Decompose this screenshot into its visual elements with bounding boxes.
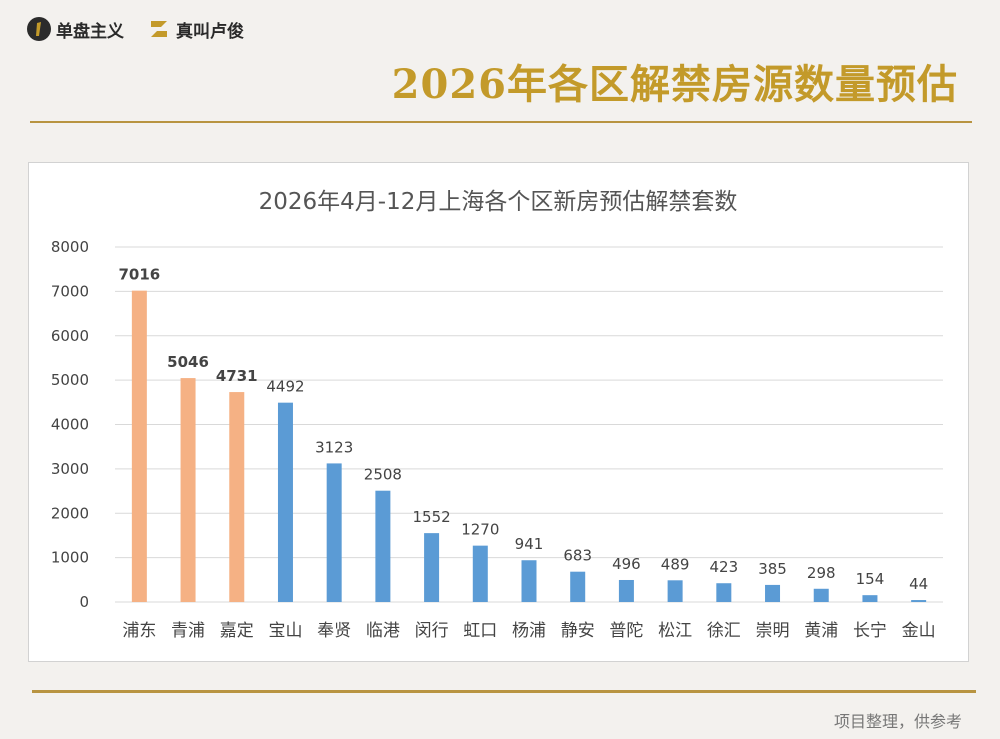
bar-5 <box>326 463 342 602</box>
y-tick-label: 6000 <box>51 327 89 345</box>
x-tick-label: 宝山 <box>268 621 302 641</box>
x-tick-label: 静安 <box>561 621 595 641</box>
x-tick-label: 松江 <box>658 621 692 641</box>
y-tick-label: 8000 <box>51 238 89 256</box>
data-label: 7016 <box>118 266 160 284</box>
data-label: 385 <box>758 560 787 578</box>
bar-10 <box>570 571 586 602</box>
x-tick-label: 金山 <box>902 621 936 641</box>
data-label: 941 <box>515 535 544 553</box>
x-tick-label: 普陀 <box>609 621 643 641</box>
bar-chart: 0 1000 2000 3000 4000 5000 6000 7000 8000 7016 浦东 5… <box>51 189 943 641</box>
brand-primary-logo-icon <box>27 17 51 41</box>
data-label: 2508 <box>364 466 402 484</box>
x-tick-label: 闵行 <box>415 621 449 641</box>
x-tick-label: 杨浦 <box>512 621 546 641</box>
bar-6 <box>375 490 391 602</box>
bar-11 <box>618 579 634 602</box>
bar-layer <box>131 290 927 602</box>
data-label: 44 <box>909 575 928 593</box>
bar-17 <box>911 600 927 602</box>
y-tick-label: 2000 <box>51 504 89 522</box>
data-label: 496 <box>612 555 641 573</box>
brand-primary-label: 单盘主义 <box>56 21 124 42</box>
bar-12 <box>667 580 683 602</box>
footer-note: 项目整理，供参考 <box>833 712 962 731</box>
y-tick-label: 7000 <box>51 282 89 300</box>
x-tick-label: 青浦 <box>171 621 205 641</box>
data-label: 4492 <box>266 378 304 396</box>
brand-secondary-label: 真叫卢俊 <box>176 21 244 42</box>
label-layer: 0 1000 2000 3000 4000 5000 6000 7000 8000 7016 浦东 5… <box>51 238 936 641</box>
brand-bar: 单盘主义 真叫卢俊 <box>26 16 244 42</box>
bar-13 <box>716 583 732 602</box>
data-label: 5046 <box>167 353 209 371</box>
header-divider <box>30 121 972 123</box>
data-label: 3123 <box>315 438 353 456</box>
y-tick-label: 5000 <box>51 371 89 389</box>
brand-secondary-logo-icon <box>151 21 167 37</box>
bar-16 <box>862 595 878 602</box>
x-tick-label: 黄浦 <box>804 621 838 641</box>
brand-primary: 单盘主义 <box>26 16 124 42</box>
chart-panel: 0 1000 2000 3000 4000 5000 6000 7000 8000 7016 浦东 5… <box>28 162 969 662</box>
bar-14 <box>765 584 781 602</box>
y-tick-label: 4000 <box>51 416 89 434</box>
y-tick-label: 3000 <box>51 460 89 478</box>
x-tick-label: 嘉定 <box>220 621 254 641</box>
page-title: 2026年各区解禁房源数量预估 <box>391 61 958 108</box>
x-tick-label: 崇明 <box>756 621 790 641</box>
bar-8 <box>472 545 488 602</box>
data-label: 4731 <box>216 367 258 385</box>
bar-9 <box>521 560 537 602</box>
data-label: 683 <box>563 547 592 565</box>
chart-title: 2026年4月-12月上海各个区新房预估解禁套数 <box>259 189 738 215</box>
data-label: 1552 <box>412 508 450 526</box>
x-tick-label: 长宁 <box>853 621 887 641</box>
data-label: 423 <box>710 558 739 576</box>
footer-divider <box>32 690 976 693</box>
x-tick-label: 徐汇 <box>707 621 741 641</box>
x-tick-label: 浦东 <box>122 621 156 641</box>
bar-1 <box>131 290 147 602</box>
bar-2 <box>180 378 196 602</box>
x-tick-label: 奉贤 <box>317 621 351 641</box>
y-tick-label: 1000 <box>51 549 89 567</box>
bar-3 <box>229 392 245 602</box>
data-label: 1270 <box>461 521 499 539</box>
data-label: 298 <box>807 564 836 582</box>
data-label: 489 <box>661 555 690 573</box>
data-label: 154 <box>856 570 885 588</box>
brand-secondary: 真叫卢俊 <box>146 16 244 42</box>
bar-7 <box>424 533 440 602</box>
bar-15 <box>813 588 829 602</box>
y-tick-label: 0 <box>79 593 89 611</box>
x-tick-label: 临港 <box>366 621 400 641</box>
x-tick-label: 虹口 <box>463 621 497 641</box>
bar-4 <box>277 402 293 602</box>
